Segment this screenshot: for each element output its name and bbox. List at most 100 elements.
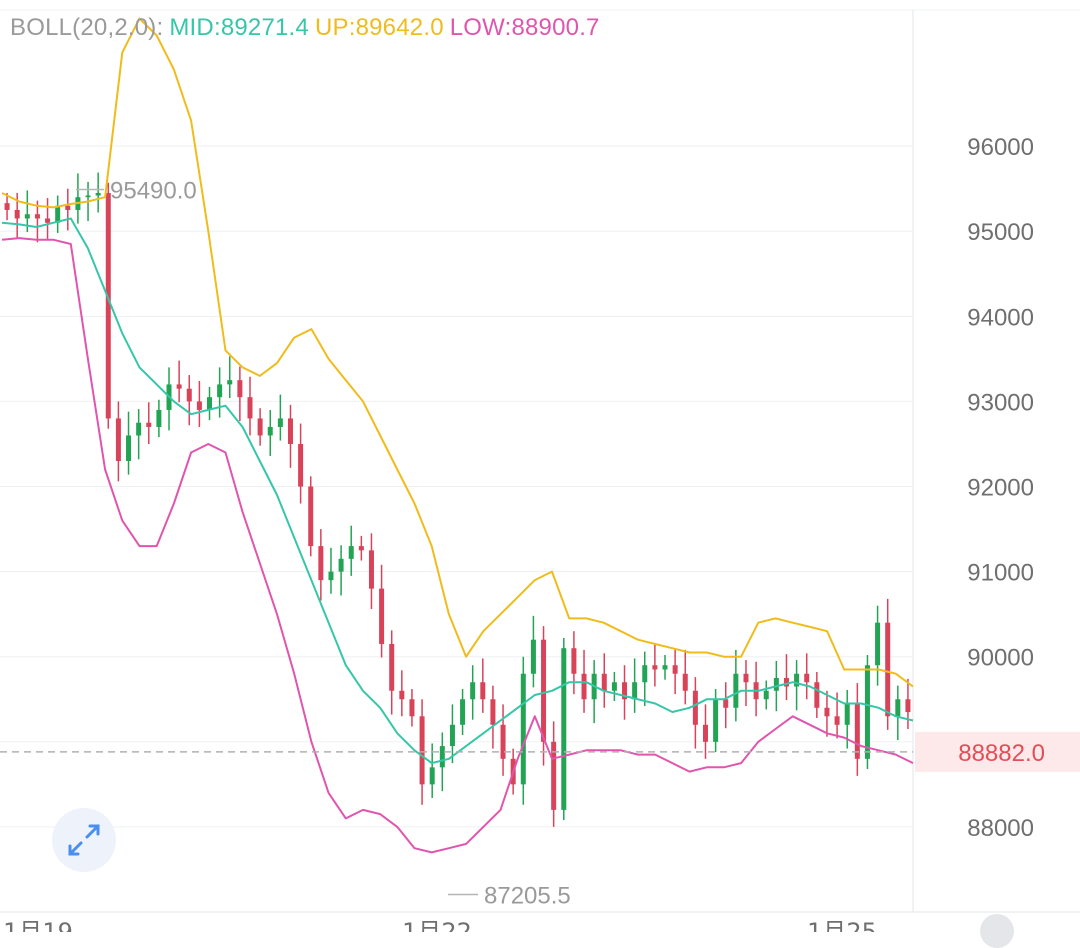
candle bbox=[682, 649, 688, 705]
candle-body bbox=[662, 665, 668, 670]
candle bbox=[662, 655, 668, 680]
candle bbox=[794, 660, 800, 711]
candle bbox=[804, 653, 810, 700]
candle bbox=[672, 648, 678, 695]
candle bbox=[409, 689, 415, 727]
candle-body bbox=[95, 192, 101, 196]
candle bbox=[895, 685, 901, 741]
candle bbox=[460, 689, 466, 736]
candle bbox=[753, 661, 759, 717]
candle-body bbox=[632, 682, 638, 700]
candle bbox=[126, 411, 132, 475]
candle-body bbox=[844, 703, 850, 725]
candle-body bbox=[318, 546, 324, 581]
candle bbox=[328, 547, 334, 594]
candle bbox=[267, 409, 273, 456]
candle bbox=[338, 545, 344, 596]
candle bbox=[449, 704, 455, 764]
candle bbox=[885, 598, 891, 730]
candle bbox=[530, 615, 536, 688]
candle-body bbox=[551, 741, 557, 810]
candle bbox=[611, 672, 617, 701]
candle bbox=[490, 685, 496, 749]
candle-body bbox=[368, 550, 374, 589]
candle bbox=[399, 670, 405, 717]
candle bbox=[4, 192, 10, 221]
candle-body bbox=[328, 571, 334, 581]
candle-body bbox=[287, 418, 293, 444]
candle bbox=[277, 394, 283, 441]
candle-body bbox=[237, 380, 243, 398]
candle bbox=[146, 402, 152, 444]
candle-body bbox=[571, 648, 577, 674]
current-price-label: 88882.0 bbox=[958, 740, 1045, 767]
candle-body bbox=[702, 724, 708, 742]
candle-body bbox=[55, 205, 61, 223]
candle-body bbox=[24, 214, 30, 219]
candle-body bbox=[217, 384, 223, 398]
candle-body bbox=[65, 205, 71, 210]
candle bbox=[601, 653, 607, 708]
expand-button[interactable] bbox=[52, 808, 116, 872]
candle bbox=[723, 682, 729, 729]
candle-body bbox=[308, 486, 314, 547]
candle bbox=[65, 188, 71, 231]
candle-body bbox=[115, 418, 121, 461]
candle-body bbox=[794, 673, 800, 687]
candle bbox=[470, 665, 476, 720]
expand-icon bbox=[68, 824, 100, 856]
candle-body bbox=[723, 699, 729, 708]
candle-body bbox=[358, 546, 364, 551]
candle-body bbox=[186, 388, 192, 402]
candle-body bbox=[520, 673, 526, 785]
x-tick-label: 1月25 bbox=[807, 918, 877, 932]
candle bbox=[642, 651, 648, 707]
y-tick-label: 92000 bbox=[967, 475, 1034, 502]
upper-band-line bbox=[1, 17, 914, 688]
candle-body bbox=[682, 673, 688, 691]
candle-body bbox=[298, 443, 304, 487]
candle-body bbox=[652, 665, 658, 670]
candle bbox=[207, 386, 213, 421]
candle bbox=[743, 660, 749, 707]
boll-up-value: UP:89642.0 bbox=[314, 14, 444, 41]
candle bbox=[389, 630, 395, 715]
y-tick-label: 94000 bbox=[967, 304, 1034, 331]
candle bbox=[379, 564, 385, 658]
candle bbox=[480, 658, 486, 713]
candle-body bbox=[642, 665, 648, 683]
candle-body bbox=[126, 435, 132, 461]
candle-body bbox=[338, 558, 344, 572]
candle-body bbox=[905, 699, 911, 713]
candle-body bbox=[622, 682, 628, 700]
candle-body bbox=[733, 673, 739, 708]
candle bbox=[257, 408, 263, 446]
candle-body bbox=[207, 397, 213, 410]
candle-body bbox=[824, 707, 830, 717]
candle bbox=[348, 525, 354, 576]
candle bbox=[875, 605, 881, 686]
candle bbox=[561, 637, 567, 821]
candle bbox=[318, 529, 324, 601]
candle-body bbox=[136, 422, 142, 436]
candle-body bbox=[773, 677, 779, 691]
current-price-tag bbox=[915, 731, 1080, 772]
candle-body bbox=[449, 724, 455, 747]
candle-body bbox=[895, 699, 901, 717]
candle-body bbox=[4, 203, 10, 210]
candle-body bbox=[399, 690, 405, 700]
candle-body bbox=[530, 639, 536, 674]
candle-body bbox=[743, 673, 749, 683]
candle bbox=[500, 704, 506, 776]
candle bbox=[733, 649, 739, 722]
candle bbox=[95, 172, 101, 213]
candle-body bbox=[490, 699, 496, 725]
candle bbox=[368, 533, 374, 610]
candle-body bbox=[34, 214, 40, 219]
y-tick-label: 96000 bbox=[967, 134, 1034, 161]
candle bbox=[632, 658, 638, 713]
scroll-handle[interactable] bbox=[980, 914, 1014, 948]
candle bbox=[237, 366, 243, 422]
